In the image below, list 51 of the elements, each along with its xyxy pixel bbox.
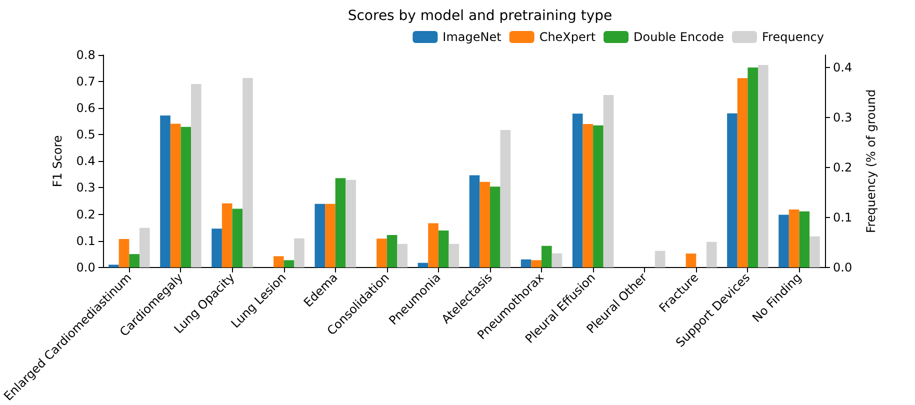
- y-tick-label: 0.8: [76, 48, 96, 62]
- y-tick-label: 0.3: [76, 180, 96, 195]
- y2-tick-label: 0.0: [833, 260, 852, 274]
- bar: [727, 113, 738, 268]
- bar: [469, 175, 480, 268]
- bar: [520, 259, 532, 268]
- y-tick-label: 0.2: [76, 207, 96, 222]
- y2-tick-label: 0.3: [833, 110, 852, 124]
- bar: [428, 223, 438, 268]
- bar: [294, 238, 304, 268]
- y-tick-label: 0.6: [76, 101, 96, 116]
- bar: [160, 116, 170, 268]
- bar: [706, 242, 717, 268]
- chart-title: Scores by model and pretraining type: [348, 8, 612, 24]
- bar: [222, 203, 232, 268]
- y2-axis-title: Frequency (% of ground: [864, 89, 878, 233]
- y-tick-label: 0.1: [76, 234, 96, 248]
- bar: [139, 228, 150, 268]
- bar: [686, 254, 696, 268]
- bar: [737, 78, 748, 268]
- y2-tick-label: 0.2: [833, 160, 852, 174]
- legend-label: Frequency: [762, 30, 824, 44]
- bar: [788, 209, 800, 268]
- y-tick-label: 0.5: [76, 128, 96, 142]
- bar: [212, 228, 222, 268]
- bar: [778, 214, 789, 268]
- bar: [273, 256, 284, 268]
- bar: [325, 204, 336, 268]
- y-tick-label: 0.7: [76, 74, 96, 89]
- bar: [582, 124, 594, 268]
- bar: [242, 78, 253, 268]
- bar: [284, 260, 294, 268]
- bar: [531, 260, 542, 268]
- bar: [232, 208, 243, 268]
- bar: [118, 238, 130, 268]
- bar: [572, 114, 583, 268]
- bar: [314, 204, 326, 268]
- bar: [418, 262, 428, 268]
- y2-tick-label: 0.4: [833, 60, 852, 74]
- bar: [480, 182, 490, 268]
- y-tick-label: 0.4: [76, 154, 96, 168]
- bar: [376, 238, 387, 268]
- y-tick-label: 0.0: [76, 260, 96, 274]
- y2-tick-label: 0.1: [833, 210, 852, 224]
- legend-label: Double Encode: [634, 30, 724, 44]
- legend-label: ImageNet: [442, 30, 502, 44]
- y-axis-title: F1 Score: [50, 135, 64, 188]
- bar: [108, 264, 119, 268]
- legend-label: CheXpert: [539, 30, 596, 44]
- bar: [654, 250, 666, 268]
- bar: [170, 124, 181, 268]
